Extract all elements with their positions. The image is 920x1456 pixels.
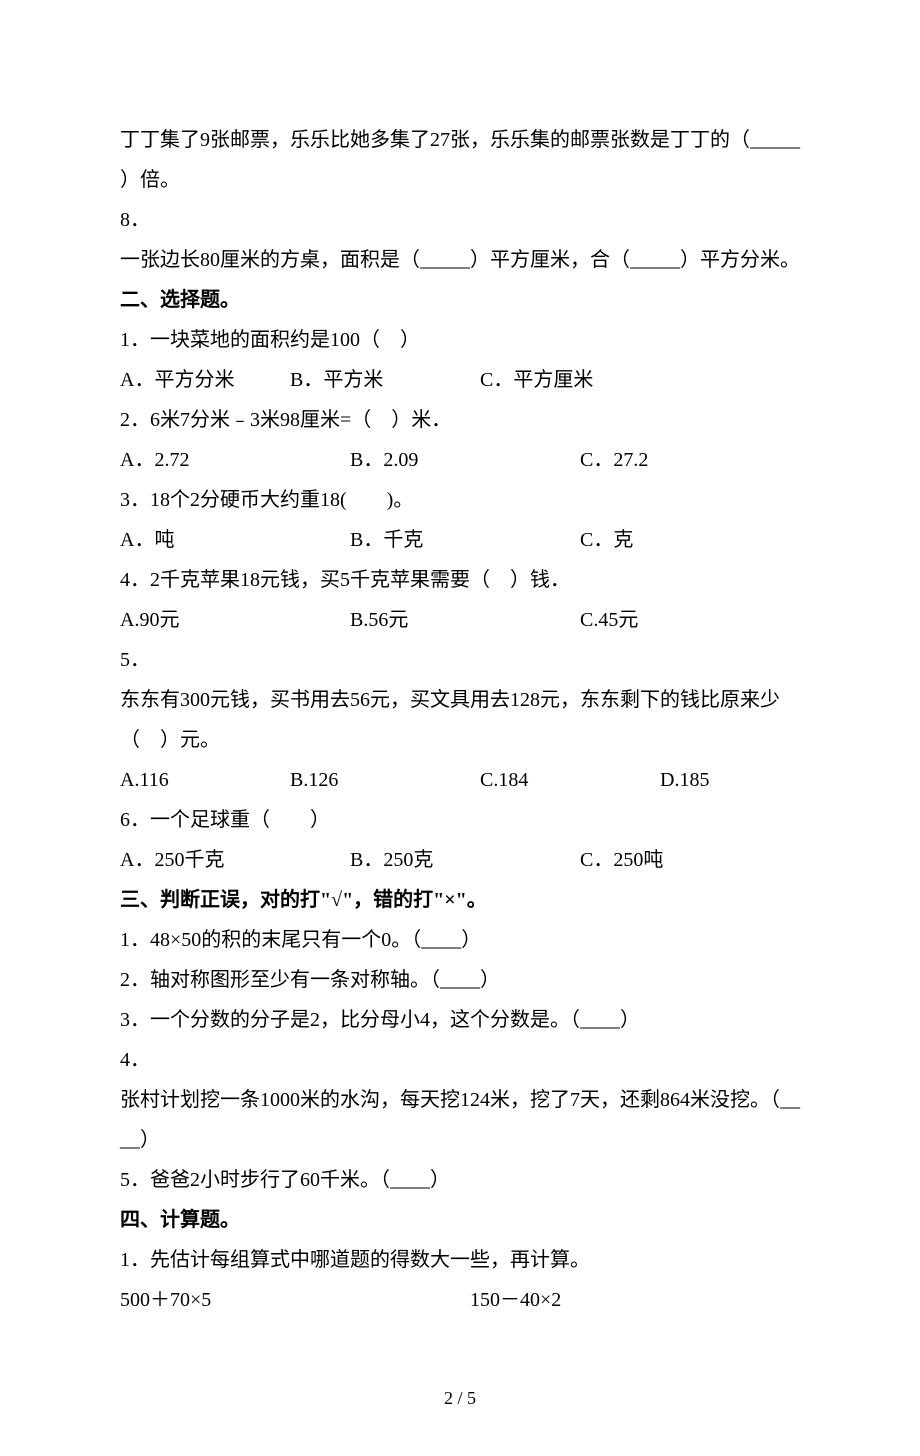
q3-3: 3．一个分数的分子是2，比分母小4，这个分数是。（____） <box>120 1000 800 1040</box>
page-number: 2 / 5 <box>120 1380 800 1416</box>
q2-5-options: A.116 B.126 C.184 D.185 <box>120 760 800 800</box>
q2-3: 3．18个2分硬币大约重18( )。 <box>120 480 800 520</box>
q2-4: 4．2千克苹果18元钱，买5千克苹果需要（ ）钱． <box>120 560 800 600</box>
q2-5-b: B.126 <box>290 760 480 800</box>
q3-5: 5．爸爸2小时步行了60千米。（____） <box>120 1160 800 1200</box>
calc-row: 500＋70×5 150－40×2 <box>120 1280 800 1320</box>
calc-1: 500＋70×5 <box>120 1280 470 1320</box>
q2-1-options: A．平方分米 B．平方米 C．平方厘米 <box>120 360 800 400</box>
q2-5-c: C.184 <box>480 760 660 800</box>
q2-6-options: A．250千克 B．250克 C．250吨 <box>120 840 800 880</box>
intro-line1: 丁丁集了9张邮票，乐乐比她多集了27张，乐乐集的邮票张数是丁丁的（_____ <box>120 120 800 160</box>
intro-q8: 一张边长80厘米的方桌，面积是（_____）平方厘米，合（_____）平方分米。 <box>120 240 800 280</box>
q2-5-num: 5． <box>120 640 800 680</box>
q2-6-c: C．250吨 <box>580 840 663 880</box>
q2-1-b: B．平方米 <box>290 360 480 400</box>
q2-5: 东东有300元钱，买书用去56元，买文具用去128元，东东剩下的钱比原来少（ ）… <box>120 680 800 760</box>
q2-3-a: A．吨 <box>120 520 350 560</box>
q2-1: 1．一块菜地的面积约是100（ ） <box>120 320 800 360</box>
q2-4-options: A.90元 B.56元 C.45元 <box>120 600 800 640</box>
section3-title: 三、判断正误，对的打"√"，错的打"×"。 <box>120 880 800 920</box>
q2-4-c: C.45元 <box>580 600 638 640</box>
q2-2: 2．6米7分米﹣3米98厘米=（ ）米． <box>120 400 800 440</box>
q3-1: 1．48×50的积的末尾只有一个0。（____） <box>120 920 800 960</box>
q2-3-b: B．千克 <box>350 520 580 560</box>
q2-6: 6．一个足球重（ ） <box>120 800 800 840</box>
q2-2-b: B．2.09 <box>350 440 580 480</box>
calc-2: 150－40×2 <box>470 1280 561 1320</box>
q3-4-num: 4． <box>120 1040 800 1080</box>
q2-2-options: A．2.72 B．2.09 C．27.2 <box>120 440 800 480</box>
q2-3-c: C．克 <box>580 520 633 560</box>
q2-3-options: A．吨 B．千克 C．克 <box>120 520 800 560</box>
q2-5-a: A.116 <box>120 760 290 800</box>
q2-4-a: A.90元 <box>120 600 350 640</box>
section2-title: 二、选择题。 <box>120 280 800 320</box>
q2-2-c: C．27.2 <box>580 440 648 480</box>
q2-4-b: B.56元 <box>350 600 580 640</box>
q2-2-a: A．2.72 <box>120 440 350 480</box>
q2-1-a: A．平方分米 <box>120 360 290 400</box>
section4-title: 四、计算题。 <box>120 1200 800 1240</box>
q2-1-c: C．平方厘米 <box>480 360 593 400</box>
intro-num8: 8． <box>120 200 800 240</box>
q3-2: 2．轴对称图形至少有一条对称轴。（____） <box>120 960 800 1000</box>
q4-1: 1．先估计每组算式中哪道题的得数大一些，再计算。 <box>120 1240 800 1280</box>
q2-5-d: D.185 <box>660 760 709 800</box>
page: 丁丁集了9张邮票，乐乐比她多集了27张，乐乐集的邮票张数是丁丁的（_____ ）… <box>0 0 920 1456</box>
q2-6-a: A．250千克 <box>120 840 350 880</box>
intro-line2: ）倍。 <box>120 160 800 200</box>
q3-4a: 张村计划挖一条1000米的水沟，每天挖124米，挖了7天，还剩864米没挖。（_… <box>120 1080 800 1120</box>
q3-4b: __） <box>120 1120 800 1160</box>
q2-6-b: B．250克 <box>350 840 580 880</box>
